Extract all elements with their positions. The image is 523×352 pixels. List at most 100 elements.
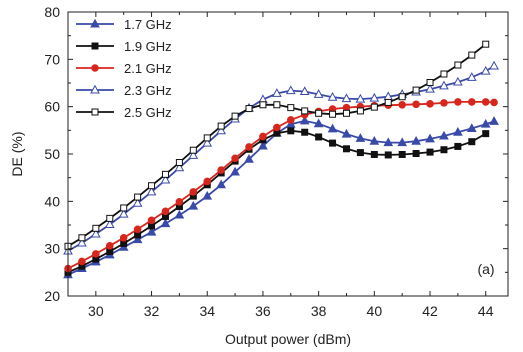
data-point [341,128,352,138]
data-point [356,149,364,157]
data-point [480,65,491,75]
x-tick-label: 40 [367,303,383,319]
data-point [245,143,253,151]
data-point [355,93,366,103]
data-point [104,219,115,229]
data-point [489,116,499,125]
data-point [188,150,199,159]
data-point [189,146,197,154]
data-point [189,188,198,196]
data-point [132,234,143,244]
data-point [133,225,142,234]
data-point [285,85,296,95]
data-point [202,137,213,147]
data-point [383,137,394,147]
y-tick-label: 70 [44,51,60,67]
x-tick-label: 44 [478,303,494,319]
data-point [425,133,435,143]
axes: 20 30 40 50 60 70 80 30 32 34 36 38 40 42 44 [44,4,509,319]
data-point [273,123,281,132]
data-point [161,170,169,178]
legend-marker [91,42,99,50]
data-point [174,162,185,172]
x-tick-label: 34 [199,303,215,319]
data-point [258,140,268,150]
data-point [174,209,185,219]
data-point [78,257,86,266]
x-tick-label: 32 [144,303,160,319]
data-point [132,197,143,207]
data-point [426,148,434,156]
data-point [286,116,295,124]
data-point [466,123,477,132]
data-point [412,86,420,94]
data-point [454,98,462,106]
data-point [120,204,128,212]
legend-label: 2.1 GHz [124,61,172,76]
data-point [439,130,449,140]
data-point [468,138,476,146]
data-point [440,146,448,154]
data-point [203,177,212,186]
data-point [259,101,267,109]
legend-label: 1.7 GHz [124,17,172,32]
data-point [398,150,406,158]
data-point [230,166,240,176]
data-point [244,153,254,163]
legend-entry: 2.3 GHz [76,83,172,98]
data-point [412,100,420,109]
legend-marker [91,64,99,72]
data-point [92,224,100,232]
legend-marker [90,84,100,94]
data-point [425,83,435,93]
data-point [490,98,498,107]
y-tick-label: 50 [44,146,60,162]
data-point [397,137,408,147]
data-point [482,40,490,48]
data-point [301,128,309,136]
series-2-5-ghz [64,40,490,250]
legend-marker [91,108,99,116]
series-1-7-ghz [63,115,499,279]
legend-entry: 1.9 GHz [76,39,172,54]
data-point [175,159,183,167]
y-tick-label: 40 [44,193,60,209]
data-point [118,208,129,218]
series-1-9-ghz [64,127,490,276]
x-tick-label: 36 [255,303,271,319]
data-point [329,110,337,118]
data-point [341,93,352,103]
data-point [90,228,101,238]
legend-label: 2.3 GHz [124,83,172,98]
data-point [454,61,462,69]
data-point [426,79,434,87]
data-point [216,179,227,189]
data-point [146,226,157,236]
data-point [175,198,184,206]
data-point [342,145,350,153]
y-tick-label: 60 [44,99,60,115]
data-point [134,193,142,201]
data-point [287,127,295,135]
data-point [77,237,87,247]
plot-frame [67,11,509,297]
data-point [398,93,406,101]
data-point [315,133,323,141]
data-point [412,150,420,158]
y-tick-label: 80 [44,4,60,20]
data-point [272,88,282,97]
data-point [454,142,462,150]
data-point [370,103,378,111]
data-point [147,216,156,225]
data-point [398,100,406,109]
data-point [245,105,253,113]
data-point [467,98,476,106]
data-point [439,80,449,90]
x-axis-title: Output power (dBm) [225,331,351,347]
data-point [146,186,157,196]
data-point [480,118,491,128]
data-point [329,139,337,147]
y-axis-title: DE (%) [9,131,25,176]
series-2-3-ghz [63,60,499,255]
data-point [203,134,211,142]
